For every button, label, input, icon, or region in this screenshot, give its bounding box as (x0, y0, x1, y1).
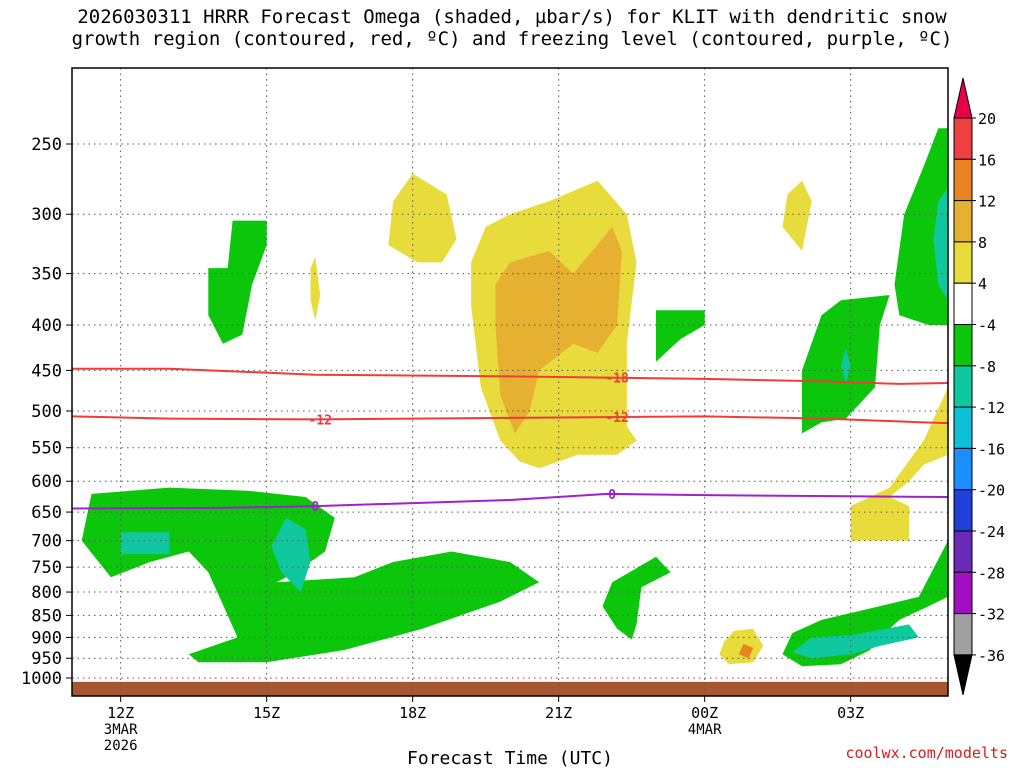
x-tick-label-00Z: 00Z (691, 704, 718, 722)
y-tick-label-900: 900 (31, 628, 62, 648)
colorbar-arrow-bottom (953, 654, 973, 696)
contour--12 (72, 415, 948, 425)
colorbar-label-0: 20 (978, 110, 996, 128)
colorbar-label-2: 12 (978, 193, 996, 211)
colorbar-box-4 (953, 282, 973, 326)
colorbar-label-3: 8 (978, 234, 987, 252)
colorbar-label-4: 4 (978, 275, 987, 293)
y-tick-label-1000: 1000 (21, 669, 62, 689)
y-tick-label-950: 950 (31, 649, 62, 669)
y-tick-label-350: 350 (31, 265, 62, 285)
colorbar-box-10 (953, 530, 973, 573)
x-tick-label-21Z: 21Z (545, 704, 572, 722)
colorbar-box-8 (953, 447, 973, 491)
colorbar-label-12: -32 (978, 606, 1005, 624)
y-tick-label-500: 500 (31, 402, 62, 422)
omega-region-upward-omega-03z-low (782, 540, 948, 667)
omega-region-upward-omega-low-left (81, 487, 540, 663)
x-tick-label-15Z: 15Z (253, 704, 280, 722)
colorbar-label-11: -28 (978, 564, 1005, 582)
omega-region-sinking-omega-16z (310, 256, 321, 321)
x-tick-label-12Z: 12Z (107, 704, 134, 722)
x-tick-sublabel: 4MAR (688, 722, 722, 738)
colorbar-box-1 (953, 158, 973, 202)
colorbar-label-8: -16 (978, 440, 1005, 458)
colorbar-label-1: 16 (978, 151, 996, 169)
y-tick-label-650: 650 (31, 503, 62, 523)
y-axis: 2503003504004505005506006507007508008509… (21, 135, 72, 689)
x-tick-sublabel: 2026 (104, 738, 138, 754)
colorbar-label-5: -4 (978, 317, 996, 335)
omega-region-upward-omega-03z-core (840, 348, 851, 383)
colorbar-box-12 (953, 613, 973, 656)
omega-region-upward-omega-23z-low (602, 556, 671, 640)
omega-shading (81, 128, 948, 667)
colorbar-box-2 (953, 200, 973, 243)
omega-region-sinking-omega-04z-low (850, 387, 948, 541)
colorbar: 20 16 12 8 4 -4 -8 -12 -16 -20 -24 -28 -32 -36 (953, 77, 1005, 696)
omega-region-sinking-omega-01z (719, 628, 764, 665)
contour-label-0-1: 0 (608, 488, 616, 503)
y-tick-label-800: 800 (31, 583, 62, 603)
y-tick-label-600: 600 (31, 472, 62, 492)
omega-region-sinking-omega-01z-core (738, 643, 754, 659)
ground-strip (72, 681, 948, 696)
chart-title-line2: growth region (contoured, red, ºC) and f… (71, 28, 953, 50)
y-tick-label-250: 250 (31, 135, 62, 155)
y-tick-label-750: 750 (31, 558, 62, 578)
y-tick-label-400: 400 (31, 316, 62, 336)
colorbar-label-6: -8 (978, 358, 996, 376)
x-tick-label-18Z: 18Z (399, 704, 426, 722)
x-axis-title: Forecast Time (UTC) (407, 748, 613, 768)
colorbar-box-0 (953, 117, 973, 160)
omega-region-upward-omega-core-16z (271, 517, 311, 592)
credit-text[interactable]: coolwx.com/modelts (845, 744, 1008, 762)
omega-region-upward-omega-23z (656, 310, 705, 362)
colorbar-box-5 (953, 324, 973, 367)
plot-frame (71, 67, 949, 697)
omega-region-sinking-omega-18z (388, 173, 457, 263)
colorbar-box-9 (953, 489, 973, 532)
colorbar-box-6 (953, 365, 973, 408)
colorbar-arrow-top (953, 77, 973, 119)
contour-label-0-0: 0 (311, 500, 319, 515)
x-tick-label-03Z: 03Z (837, 704, 864, 722)
y-tick-label-550: 550 (31, 439, 62, 459)
y-tick-label-300: 300 (31, 205, 62, 225)
contour-0 (72, 492, 948, 510)
colorbar-label-10: -24 (978, 523, 1005, 541)
contour-label--12-1: -12 (605, 411, 628, 426)
omega-region-upward-omega-04z (894, 128, 948, 325)
colorbar-label-9: -20 (978, 482, 1005, 500)
y-tick-label-850: 850 (31, 606, 62, 626)
chart-title: 2026030311 HRRR Forecast Omega (shaded, … (0, 6, 1024, 50)
colorbar-box-3 (953, 241, 973, 284)
contours: -18 -12 -12 0 0 (72, 367, 948, 515)
colorbar-label-7: -12 (978, 399, 1005, 417)
y-tick-label-700: 700 (31, 532, 62, 552)
colorbar-label-13: -36 (978, 647, 1005, 665)
chart-title-line1: 2026030311 HRRR Forecast Omega (shaded, … (77, 6, 947, 28)
omega-region-upward-omega-core-left (120, 532, 170, 555)
x-tick-sublabel: 3MAR (104, 722, 138, 738)
colorbar-box-11 (953, 571, 973, 615)
omega-region-upward-omega-03z-low-core (792, 624, 919, 659)
omega-region-upward-omega-mid-15z (208, 220, 267, 344)
omega-region-sinking-omega-02z (782, 180, 812, 251)
contour--18 (72, 367, 948, 385)
omega-region-sinking-omega-21z-core (495, 226, 622, 434)
omega-region-upward-omega-04z-core (933, 187, 948, 301)
y-tick-label-450: 450 (31, 361, 62, 381)
contour-label--12-0: -12 (308, 413, 331, 428)
contour-label--18-0: -18 (605, 372, 629, 387)
colorbar-box-7 (953, 406, 973, 449)
